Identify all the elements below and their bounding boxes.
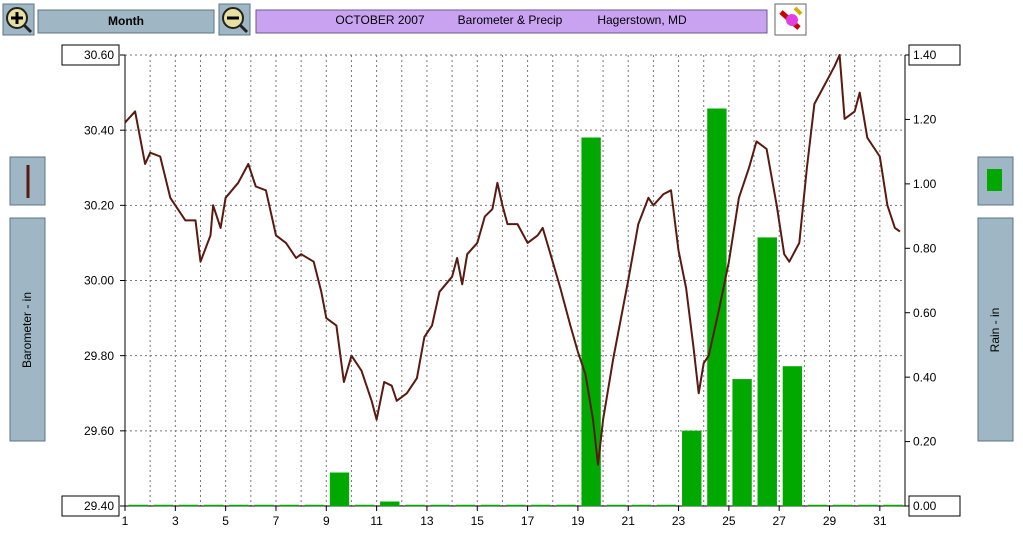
bar	[631, 504, 652, 507]
barometer-legend-button[interactable]	[9, 156, 46, 206]
bar	[128, 504, 148, 507]
y2-tick-label: 0.40	[913, 370, 937, 384]
x-tick-label: 3	[172, 514, 179, 528]
title-bar: OCTOBER 2007 Barometer & Precip Hagersto…	[255, 9, 768, 34]
x-tick-label: 23	[672, 514, 686, 528]
y-tick-label: 29.40	[84, 499, 114, 513]
x-tick-label: 11	[370, 514, 383, 528]
x-tick-label: 17	[521, 514, 535, 528]
zoom-in-button[interactable]	[2, 3, 35, 36]
y2-tick-label: 0.00	[913, 499, 937, 513]
bar	[656, 504, 677, 507]
y-axis-label: Barometer - in	[20, 292, 34, 368]
bar	[531, 504, 551, 507]
bar	[757, 237, 777, 507]
bar	[707, 108, 727, 507]
x-tick-label: 21	[622, 514, 636, 528]
y-tick-label: 29.60	[84, 424, 114, 438]
x-tick-label: 29	[823, 514, 837, 528]
y-tick-label: 30.00	[84, 274, 114, 288]
bar	[153, 504, 174, 507]
bar	[254, 504, 274, 507]
x-tick-label: 1	[122, 514, 129, 528]
barometer-axis-button[interactable]: Barometer - in	[9, 217, 46, 442]
rain-legend-button[interactable]	[977, 156, 1014, 206]
bar	[556, 504, 576, 507]
bar	[883, 504, 903, 507]
bar	[229, 504, 249, 507]
x-tick-label: 9	[323, 514, 330, 528]
bar	[204, 504, 224, 507]
x-tick-label: 15	[471, 514, 485, 528]
plot: 29.4029.6029.8030.0030.2030.4030.600.000…	[61, 44, 961, 528]
bar	[732, 379, 752, 507]
bar	[354, 504, 375, 507]
bar	[858, 504, 878, 507]
bar	[304, 504, 325, 507]
bar	[329, 472, 350, 507]
y2-tick-label: 1.40	[913, 48, 937, 62]
bar	[581, 137, 601, 507]
title-month: OCTOBER 2007	[335, 13, 424, 27]
title-chart: Barometer & Precip	[458, 13, 563, 27]
y2-tick-label: 0.80	[913, 241, 937, 255]
y-tick-box	[61, 44, 120, 66]
bar	[833, 504, 853, 507]
x-tick-label: 19	[571, 514, 585, 528]
month-button[interactable]: Month	[37, 9, 215, 34]
bar	[606, 504, 626, 507]
bar	[279, 504, 299, 507]
line	[124, 54, 901, 466]
x-tick-label: 7	[273, 514, 280, 528]
y2-axis-label: Rain - in	[988, 308, 1002, 353]
x-tick-label: 13	[420, 514, 434, 528]
y-tick-box	[61, 495, 120, 517]
y2-tick-label: 1.20	[913, 113, 937, 127]
bar	[505, 504, 526, 507]
y2-tick-label: 0.20	[913, 435, 937, 449]
bar	[807, 504, 828, 507]
print-button[interactable]	[774, 3, 807, 36]
bar	[380, 501, 400, 507]
y2-tick-box	[908, 495, 961, 517]
y2-tick-label: 1.00	[913, 177, 937, 191]
y2-tick-label: 0.60	[913, 306, 937, 320]
bar	[405, 504, 425, 507]
bar	[430, 504, 450, 507]
rain-axis-button[interactable]: Rain - in	[977, 217, 1014, 442]
y-tick-label: 30.60	[84, 48, 114, 62]
x-tick-label: 25	[722, 514, 736, 528]
y-tick-label: 29.80	[84, 349, 114, 363]
x-tick-label: 31	[873, 514, 887, 528]
y-tick-label: 30.40	[84, 123, 114, 137]
x-tick-label: 27	[773, 514, 787, 528]
bar	[782, 366, 803, 507]
zoom-out-button[interactable]	[218, 3, 251, 36]
bar	[178, 504, 199, 507]
y-tick-label: 30.20	[84, 199, 114, 213]
title-location: Hagerstown, MD	[597, 13, 687, 27]
x-tick-label: 5	[222, 514, 229, 528]
bar	[480, 504, 501, 507]
bar	[455, 504, 475, 507]
bar	[682, 430, 702, 507]
month-label: Month	[108, 14, 144, 28]
y2-tick-box	[908, 44, 961, 66]
